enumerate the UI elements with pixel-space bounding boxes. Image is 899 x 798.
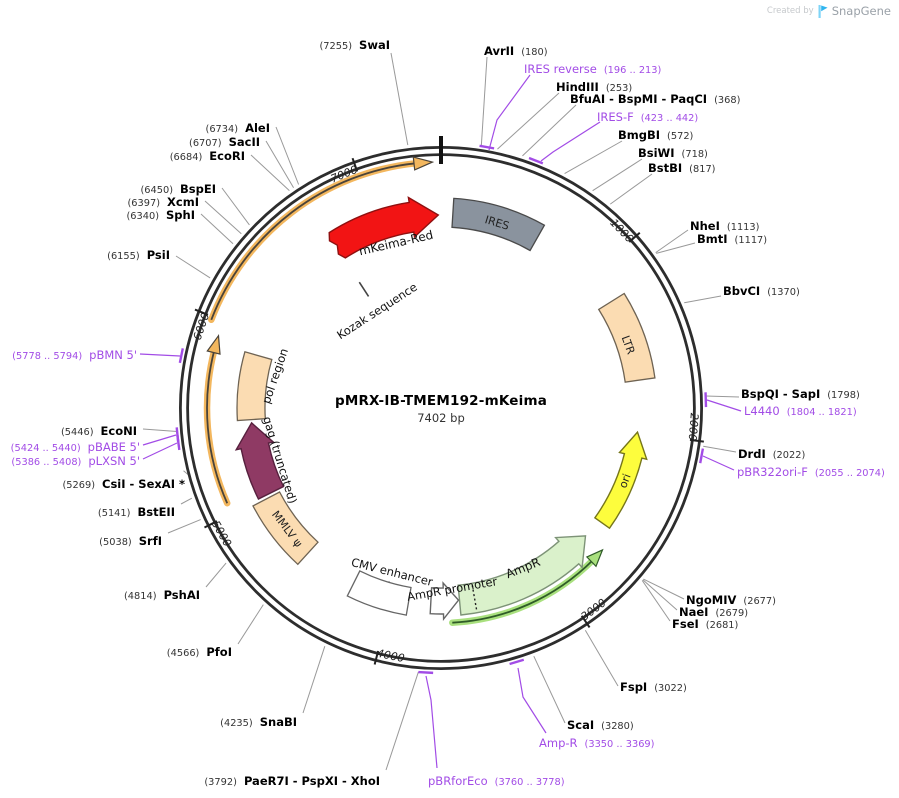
features [203, 156, 656, 626]
primer-callout-line [517, 667, 547, 734]
enzyme-callout-line [204, 200, 242, 235]
enzyme-callout-line [180, 497, 193, 505]
scale-tick-label: 6000 [191, 311, 212, 342]
feature-MMLV-psi [252, 491, 319, 566]
primer-site-tick [175, 427, 180, 443]
enzyme-callout-line [522, 104, 577, 157]
feature-AmpR [457, 535, 587, 616]
primer-callout-line [702, 455, 735, 471]
enzyme-callout-line [480, 56, 488, 147]
feature-LTR [597, 292, 656, 383]
scale-tick [373, 650, 380, 665]
feature-CMV-enhancer [346, 570, 412, 616]
enzyme-callout-line [609, 173, 653, 205]
enzyme-callout-line [250, 154, 290, 192]
orange-transcript-long-core [210, 162, 417, 321]
plasmid-title: pMRX-IB-TMEM192-mKeima [334, 393, 548, 409]
enzyme-callout-line [564, 140, 623, 175]
primer-callout-line [142, 442, 178, 460]
enzyme-callout-line [684, 295, 722, 304]
enzyme-callout-line [390, 52, 409, 146]
watermark: Created by SnapGene [767, 4, 891, 18]
scale-tick-label: 4000 [376, 647, 406, 665]
primer-callout-line [488, 74, 531, 151]
enzyme-callout-line [385, 671, 419, 771]
feature-label-ltr: LTR [619, 334, 638, 357]
snapgene-logo-icon [818, 4, 828, 18]
scale-tick [351, 157, 359, 172]
ampr-casing-arrow-arrowhead [585, 548, 604, 568]
feature-pol-region [236, 350, 273, 422]
feature-ori [593, 430, 648, 530]
feature-gag-truncated [234, 421, 285, 500]
enzyme-callout-line [641, 580, 671, 622]
enzyme-callout-line [237, 604, 264, 645]
orange-transcript-long-arrowhead [412, 156, 435, 171]
plasmid-title-block: pMRX-IB-TMEM192-mKeima 7402 bp [291, 393, 591, 425]
primer-site-tick [418, 670, 434, 675]
primer-site-tick [479, 144, 495, 150]
scale-tick [204, 520, 218, 529]
primer-site-tick [528, 156, 544, 165]
enzyme-callout-line [656, 242, 696, 254]
primer-callout-line [540, 121, 601, 162]
enzyme-callout-line [655, 229, 689, 254]
enzyme-callout-line [205, 562, 227, 588]
scale-tick [580, 615, 591, 628]
primer-callout-line [425, 675, 438, 769]
watermark-created-by: Created by [766, 6, 814, 16]
scale-tick [628, 232, 641, 243]
primer-site-tick [178, 348, 184, 364]
enzyme-callout-line [592, 158, 643, 192]
enzyme-callout-line [265, 140, 295, 189]
primer-callout-line [142, 434, 177, 446]
enzyme-callout-line [175, 255, 211, 279]
enzyme-callout-line [703, 445, 737, 453]
watermark-brand: SnapGene [831, 4, 891, 18]
callout-lines [139, 52, 742, 771]
primer-site-tick [699, 448, 705, 464]
primer-callout-line [139, 353, 181, 357]
feature-AmpR-promoter [429, 581, 460, 621]
primer-callout-line [706, 399, 742, 412]
ampr-casing-arrow-core [452, 559, 594, 624]
enzyme-callout-line [643, 578, 685, 600]
feature-IRES [451, 197, 546, 252]
enzyme-callout-line [705, 395, 740, 398]
scale-tick-label: 2000 [686, 413, 701, 442]
enzyme-callout-line [533, 656, 566, 724]
feature-label-kozak-sequence: Kozak sequence [334, 280, 419, 342]
plasmid-size: 7402 bp [417, 411, 465, 425]
orange-transcript-short-core [206, 349, 229, 504]
feature-mKeima-Red [328, 196, 440, 259]
scale-tick [689, 438, 704, 443]
scale-tick [194, 308, 209, 316]
enzyme-callout-line [275, 126, 300, 185]
enzyme-callout-line [642, 579, 678, 611]
enzyme-callout-line [142, 428, 178, 433]
enzyme-callout-line [167, 519, 201, 534]
enzyme-callout-line [200, 213, 234, 245]
enzyme-callout-line [221, 187, 250, 226]
primer-site-tick [509, 658, 525, 666]
feature-kozak-tick [358, 281, 370, 297]
enzyme-callout-line [584, 629, 619, 687]
feature-label-ori: ori [616, 472, 633, 490]
enzyme-callout-line [497, 92, 560, 150]
orange-transcript-short-arrowhead [206, 334, 221, 355]
enzyme-callout-line [302, 646, 326, 714]
